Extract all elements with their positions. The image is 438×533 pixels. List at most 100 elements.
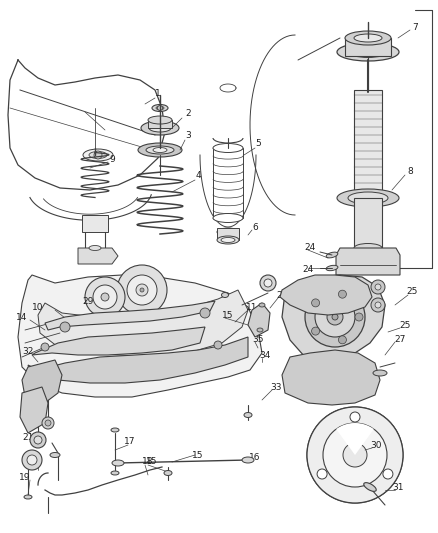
Text: 22: 22 [22,410,34,419]
Circle shape [158,106,162,110]
Ellipse shape [146,146,174,154]
Circle shape [22,450,42,470]
Polygon shape [336,423,374,455]
Polygon shape [32,327,205,355]
Circle shape [343,443,367,467]
Circle shape [323,423,387,487]
Polygon shape [248,303,270,337]
Ellipse shape [213,214,243,222]
Text: 32: 32 [22,348,34,357]
Text: 5: 5 [255,140,261,149]
Polygon shape [38,290,248,357]
Ellipse shape [213,143,243,152]
Ellipse shape [141,121,179,135]
Polygon shape [20,387,48,433]
Circle shape [317,469,327,479]
Ellipse shape [244,413,252,417]
Text: 7: 7 [412,22,418,31]
Polygon shape [282,350,380,405]
Circle shape [355,313,363,321]
Circle shape [375,302,381,308]
Ellipse shape [348,192,388,204]
Ellipse shape [83,149,113,161]
Ellipse shape [222,293,229,297]
Polygon shape [345,38,391,56]
Text: 27: 27 [394,335,406,344]
Circle shape [339,290,346,298]
Ellipse shape [217,236,239,244]
Ellipse shape [112,460,124,466]
Ellipse shape [354,34,382,42]
Text: 14: 14 [16,313,28,322]
Text: 19: 19 [19,473,31,482]
Circle shape [260,275,276,291]
Ellipse shape [337,189,399,207]
Ellipse shape [164,471,172,475]
Circle shape [339,336,346,344]
Circle shape [371,280,385,294]
Text: 15: 15 [222,311,234,319]
Text: 31: 31 [392,483,404,492]
Text: 10: 10 [32,303,44,312]
Circle shape [93,285,117,309]
Text: 25: 25 [399,320,411,329]
Text: 4: 4 [195,171,201,180]
Ellipse shape [345,31,391,45]
Polygon shape [18,275,262,397]
Ellipse shape [373,370,387,376]
Circle shape [85,277,125,317]
Ellipse shape [257,328,263,332]
Polygon shape [336,248,400,275]
Circle shape [45,420,51,426]
Circle shape [305,287,365,347]
Ellipse shape [111,428,119,432]
Circle shape [117,265,167,315]
Text: 15: 15 [192,450,204,459]
Ellipse shape [149,124,171,132]
Text: 16: 16 [249,453,261,462]
Text: 9: 9 [109,156,115,165]
Text: 29: 29 [82,297,94,306]
Text: 34: 34 [259,351,271,359]
Polygon shape [78,248,118,264]
Ellipse shape [153,148,167,152]
Text: 23: 23 [364,381,376,390]
Polygon shape [148,120,172,128]
Circle shape [60,322,70,332]
Text: 25: 25 [406,287,418,296]
Circle shape [332,314,338,320]
Text: 17: 17 [124,438,136,447]
Polygon shape [22,360,62,405]
Polygon shape [217,228,239,240]
Circle shape [136,284,148,296]
Circle shape [311,327,320,335]
Ellipse shape [50,453,60,457]
Polygon shape [28,337,248,383]
Ellipse shape [138,143,182,157]
Circle shape [200,308,210,318]
Ellipse shape [221,238,235,243]
Circle shape [311,299,320,307]
Ellipse shape [217,228,239,236]
Text: 6: 6 [252,223,258,232]
Circle shape [27,455,37,465]
Text: 1: 1 [155,90,161,99]
Polygon shape [45,301,215,330]
Ellipse shape [259,303,265,307]
Text: 8: 8 [407,167,413,176]
Text: 20: 20 [29,456,41,464]
Circle shape [214,341,222,349]
Circle shape [34,436,42,444]
Circle shape [307,407,403,503]
Circle shape [42,417,54,429]
Ellipse shape [24,495,32,499]
Text: 21: 21 [22,433,34,442]
Polygon shape [282,275,385,363]
Polygon shape [354,90,382,200]
Text: 35: 35 [252,335,264,344]
Ellipse shape [152,104,168,111]
Circle shape [327,309,343,325]
Circle shape [264,279,272,287]
Ellipse shape [148,116,172,124]
Ellipse shape [364,483,376,491]
